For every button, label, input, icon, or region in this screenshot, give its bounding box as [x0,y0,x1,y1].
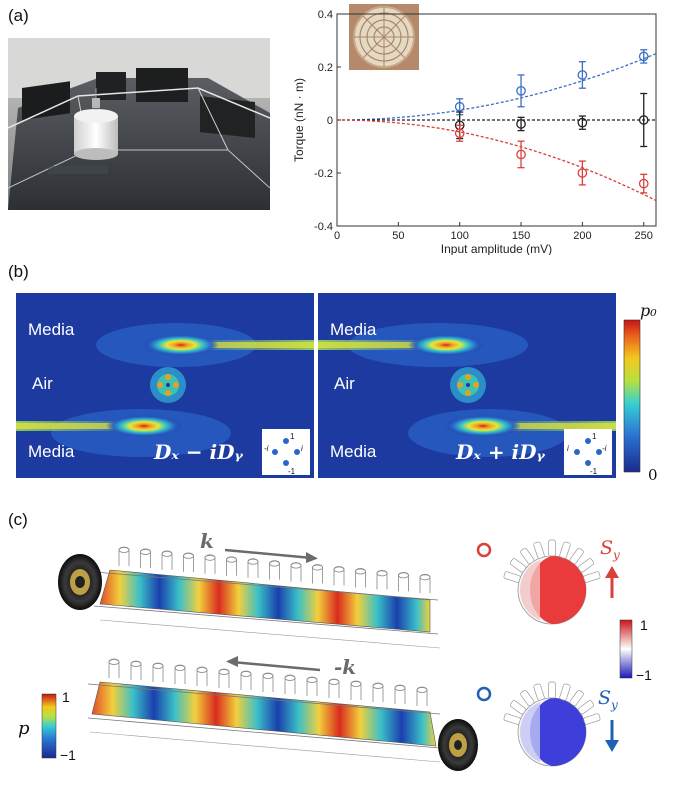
state-marker-red [478,544,490,556]
torque-chart: 0 50 100 150 200 250 -0.4 -0.2 0 0.2 0.4 Input ampl… [285,0,674,255]
cross-section-bottom [503,682,600,766]
x-tick-label: 50 [392,230,404,242]
spin-label-bottom: Sy [598,687,618,712]
fit-curve-2 [337,120,656,201]
phase-inset-left: 1 i -1 -i [262,429,310,476]
svg-text:-i: -i [264,444,269,453]
colorbar-p: p 1 −1 [18,689,76,763]
field-map-right: Media Air Media Dₓ + iDᵧ 1 -i -1 i [318,293,616,478]
label-air-left: Air [32,374,53,393]
label-media-bottom-right: Media [330,442,377,461]
cross-section-top [503,540,600,624]
waveguide-top [94,547,440,648]
colorbar-spin: 1 −1 [620,617,652,683]
k-label-bottom: -k [334,655,356,679]
x-tick-label: 150 [512,230,530,242]
label-media-top-left: Media [28,320,75,339]
x-axis-label: Input amplitude (mV) [441,242,552,255]
waveguide-bottom [88,659,440,762]
y-tick-label: 0 [327,115,333,127]
svg-text:-1: -1 [288,467,296,476]
k-arrow-bottom [226,656,320,670]
colorbar-spin-min: −1 [636,667,652,683]
svg-text:-1: -1 [590,467,598,476]
y-tick-label: -0.4 [314,221,333,233]
colorbar-b-max: p₀ [640,301,657,320]
field-map-left: Media Air Media Dₓ − iDᵧ 1 i -1 -i [16,293,314,478]
y-tick-label: 0.4 [318,9,333,21]
label-air-right: Air [334,374,355,393]
panel-label-b: (b) [8,262,29,282]
state-marker-blue [478,688,490,700]
x-tick-label: 0 [334,230,340,242]
svg-text:i: i [301,444,303,453]
svg-text:i: i [567,444,569,453]
svg-text:1: 1 [290,432,295,441]
x-tick-label: 100 [451,230,469,242]
colorbar-spin-max: 1 [640,617,648,633]
colorbar-b-min: 0 [648,466,658,484]
panel-label-a: (a) [8,6,29,26]
y-tick-label: 0.2 [318,62,333,74]
formula-right: Dₓ + iDᵧ [455,440,545,464]
colorbar-p-label: p [18,718,30,739]
x-tick-label: 200 [573,230,591,242]
x-tick-label: 250 [635,230,653,242]
svg-text:1: 1 [592,432,597,441]
k-label-top: k [200,529,214,553]
experiment-photo [8,38,270,210]
spin-arrow-up [605,566,619,598]
waveguide-illustration: k -k p 1 −1 Sy Sy 1 −1 [0,520,674,785]
speaker-top-icon [58,554,102,610]
formula-left: Dₓ − iDᵧ [153,440,243,464]
phase-inset-right: 1 -i -1 i [564,429,612,476]
y-axis-label: Torque (nN · m) [292,78,306,162]
speaker-bottom-icon [438,719,478,771]
colorbar-p-min: −1 [60,747,76,763]
label-media-top-right: Media [330,320,377,339]
spin-arrow-down [605,720,619,752]
svg-text:-i: -i [602,444,607,453]
spin-label-top: Sy [600,537,620,562]
colorbar-p-max: 1 [62,689,70,705]
label-media-bottom-left: Media [28,442,75,461]
y-tick-label: -0.2 [314,168,333,180]
colorbar-b: p₀ 0 [620,298,674,488]
field-maps: Media Air Media Dₓ − iDᵧ 1 i -1 -i Media [16,293,616,478]
